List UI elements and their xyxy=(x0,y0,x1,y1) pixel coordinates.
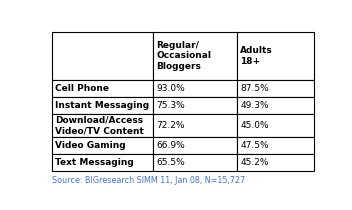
Bar xyxy=(52,97,153,114)
Bar xyxy=(237,137,314,154)
Bar xyxy=(52,154,153,171)
Text: Instant Messaging: Instant Messaging xyxy=(56,101,150,110)
Bar xyxy=(52,114,153,137)
Text: Regular/
Occasional
Bloggers: Regular/ Occasional Bloggers xyxy=(156,41,211,71)
Text: 87.5%: 87.5% xyxy=(240,84,269,93)
Text: 66.9%: 66.9% xyxy=(156,141,185,150)
Text: Adults
18+: Adults 18+ xyxy=(240,46,273,66)
Bar xyxy=(153,32,237,80)
Text: Text Messaging: Text Messaging xyxy=(56,158,134,167)
Text: 47.5%: 47.5% xyxy=(240,141,269,150)
Bar xyxy=(52,80,153,97)
Text: 49.3%: 49.3% xyxy=(240,101,269,110)
Text: Cell Phone: Cell Phone xyxy=(56,84,109,93)
Bar xyxy=(237,97,314,114)
Bar xyxy=(52,137,153,154)
Bar xyxy=(52,32,153,80)
Text: 93.0%: 93.0% xyxy=(156,84,185,93)
Bar xyxy=(153,80,237,97)
Bar xyxy=(153,154,237,171)
Text: Video Gaming: Video Gaming xyxy=(56,141,126,150)
Text: Download/Access
Video/TV Content: Download/Access Video/TV Content xyxy=(56,116,144,135)
Bar xyxy=(153,114,237,137)
Text: 45.2%: 45.2% xyxy=(240,158,269,167)
Text: 65.5%: 65.5% xyxy=(156,158,185,167)
Text: 72.2%: 72.2% xyxy=(156,121,185,130)
Bar xyxy=(153,97,237,114)
Text: Source: BIGresearch SIMM 11, Jan 08, N=15,727: Source: BIGresearch SIMM 11, Jan 08, N=1… xyxy=(52,176,245,185)
Text: 45.0%: 45.0% xyxy=(240,121,269,130)
Bar xyxy=(237,114,314,137)
Bar xyxy=(153,137,237,154)
Text: 75.3%: 75.3% xyxy=(156,101,185,110)
Bar xyxy=(237,80,314,97)
Bar xyxy=(237,32,314,80)
Bar xyxy=(237,154,314,171)
